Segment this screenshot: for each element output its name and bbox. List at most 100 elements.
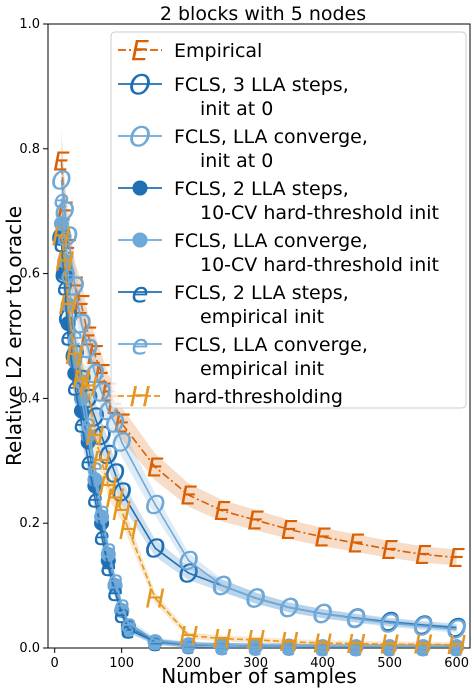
data-point: O — [105, 410, 125, 440]
data-point: H — [55, 247, 75, 277]
series-line — [60, 161, 457, 559]
data-point: e — [53, 185, 69, 215]
y-tick-label: 0.2 — [19, 516, 40, 531]
data-point: O — [105, 460, 125, 490]
x-axis: 0 100 200 300 400 500 600 — [51, 648, 469, 671]
data-point: O — [212, 572, 232, 602]
data-point: H — [52, 223, 72, 253]
data-point: E — [180, 481, 197, 511]
data-point: e — [315, 633, 331, 663]
data-point: e — [315, 633, 331, 663]
data-point: e — [348, 633, 364, 663]
data-point: O — [212, 572, 232, 602]
data-point: O — [71, 310, 91, 340]
data-point: H — [380, 631, 400, 661]
legend-label: hard-thresholding — [174, 386, 343, 408]
legend-box — [110, 31, 467, 409]
data-point: E — [247, 506, 264, 536]
data-point: E — [381, 536, 398, 566]
data-point: E — [80, 322, 97, 352]
legend-marker: e — [131, 328, 148, 361]
legend-entry: e FCLS, LLA converge,empirical init — [118, 328, 368, 380]
data-point: H — [119, 516, 139, 546]
series-line — [60, 236, 457, 646]
data-point: e — [281, 632, 297, 662]
x-tick-label: 600 — [444, 656, 469, 671]
data-point: E — [448, 544, 465, 574]
data-point: H — [65, 341, 85, 371]
legend-label: 10-CV hard-threshold init — [200, 202, 439, 224]
data-point: O — [111, 428, 131, 458]
data-point: H — [179, 622, 199, 652]
data-point: O — [85, 360, 105, 390]
data-point: O — [91, 422, 111, 452]
data-point: E — [87, 341, 104, 371]
data-point: e — [120, 616, 136, 646]
data-point: H — [346, 630, 366, 660]
data-point: e — [94, 497, 110, 527]
data-point: O — [312, 600, 332, 630]
legend-label: init at 0 — [200, 150, 273, 172]
data-point: e — [181, 631, 197, 661]
legend-label: FCLS, LLA converge, — [174, 230, 368, 252]
y-tick-label: 0.6 — [19, 267, 40, 282]
legend-label: FCLS, LLA converge, — [174, 126, 368, 148]
data-point: e — [214, 632, 230, 662]
data-point: e — [60, 260, 76, 290]
data-point: e — [107, 578, 123, 608]
data-point: e — [415, 633, 431, 663]
data-point: H — [72, 366, 92, 396]
legend-entry: E Empirical — [118, 34, 262, 67]
chart-title: 2 blocks with 5 nodes — [160, 3, 366, 25]
legend-marker: e — [131, 276, 148, 309]
x-tick-label: 500 — [377, 656, 402, 671]
data-point: H — [92, 447, 112, 477]
data-point: H — [246, 626, 266, 656]
y-axis: 0.0 0.2 0.4 0.6 0.8 1.0 — [19, 17, 48, 656]
data-point: e — [214, 632, 230, 662]
series-line — [60, 179, 457, 631]
legend-label: FCLS, 2 LLA steps, — [174, 282, 349, 304]
data-point: e — [147, 628, 163, 658]
series-layer: EEEEEEEEEEEEEEEEEEEEEOOOOOOOOOOOOOOOOOOO… — [51, 129, 467, 663]
data-point: e — [73, 410, 89, 440]
data-point: O — [279, 594, 299, 624]
data-point: O — [346, 605, 366, 635]
legend-marker: O — [129, 68, 151, 101]
y-tick-label: 0.4 — [19, 391, 40, 406]
y-tick-label: 0.0 — [19, 641, 40, 656]
x-tick-label: 0 — [51, 656, 59, 671]
x-axis-label: Number of samples — [161, 664, 356, 688]
data-point: e — [415, 633, 431, 663]
y-tick-label: 0.8 — [19, 142, 40, 157]
data-point: O — [91, 379, 111, 409]
legend-entry: O FCLS, LLA converge,init at 0 — [118, 120, 368, 172]
data-point: O — [279, 594, 299, 624]
data-point: H — [212, 625, 232, 655]
data-point: H — [112, 497, 132, 527]
data-point: H — [413, 631, 433, 661]
data-point: O — [446, 616, 466, 646]
data-point: H — [279, 628, 299, 658]
legend-entry: e FCLS, 2 LLA steps,empirical init — [118, 276, 349, 328]
data-point: E — [314, 523, 331, 553]
x-tick-label: 200 — [176, 656, 201, 671]
data-point: e — [114, 591, 130, 621]
legend-marker — [132, 232, 148, 248]
legend-label: 10-CV hard-threshold init — [200, 254, 439, 276]
data-point: e — [281, 632, 297, 662]
legend-label: Empirical — [174, 40, 262, 62]
legend-marker — [132, 180, 148, 196]
series-line — [60, 198, 457, 648]
x-tick-label: 400 — [310, 656, 335, 671]
data-point: e — [57, 223, 73, 253]
data-point: O — [245, 584, 265, 614]
data-point: e — [67, 372, 83, 402]
data-point: e — [120, 609, 136, 639]
data-point: H — [447, 631, 467, 661]
legend-entry: O FCLS, 3 LLA steps,init at 0 — [118, 68, 349, 120]
data-point: H — [78, 372, 98, 402]
data-point: O — [145, 535, 165, 565]
